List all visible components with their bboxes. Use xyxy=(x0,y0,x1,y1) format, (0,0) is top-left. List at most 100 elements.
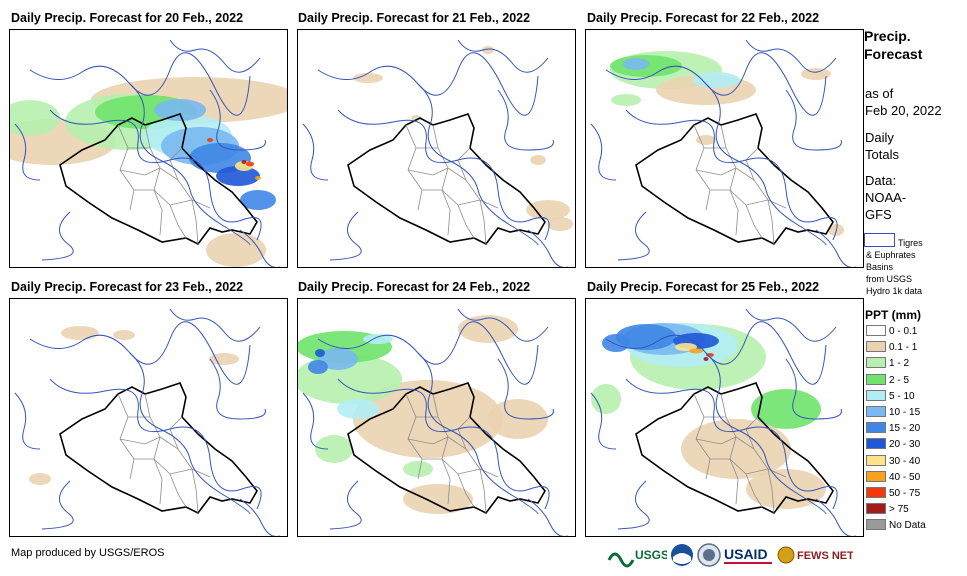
basin-line: & Euphrates xyxy=(866,250,916,260)
country-border xyxy=(59,382,258,515)
panel-title: Daily Precip. Forecast for 25 Feb., 2022 xyxy=(587,280,820,294)
basin-line xyxy=(605,321,827,385)
province-boundary xyxy=(720,124,739,236)
precip-fields xyxy=(353,46,573,231)
basin-line xyxy=(617,211,650,261)
precip-map xyxy=(302,39,573,267)
precip-area xyxy=(611,94,641,106)
precip-area xyxy=(616,324,676,350)
basin-line xyxy=(209,358,266,420)
precip-area xyxy=(488,399,548,439)
basin-line xyxy=(705,83,827,246)
ppt-swatch xyxy=(866,438,886,450)
province-boundary xyxy=(159,167,211,209)
basin-line: Hydro 1k data xyxy=(866,286,923,296)
precip-area xyxy=(154,99,206,121)
province-boundary xyxy=(479,199,487,245)
precip-area xyxy=(353,73,383,83)
country-border xyxy=(635,113,834,246)
province-boundary xyxy=(745,204,763,239)
basin-legend-text: Tigres & Euphrates Basins from USGS Hydr… xyxy=(866,237,966,297)
map-panel-feb-22 xyxy=(585,29,864,268)
ppt-legend-row: 1 - 2 xyxy=(866,357,909,370)
basin-line xyxy=(745,308,837,342)
precip-map xyxy=(590,39,856,267)
ppt-legend-row: 0 - 0.1 xyxy=(866,325,917,338)
daily-label: Daily xyxy=(865,130,894,145)
precip-area xyxy=(689,348,703,354)
ppt-label: 50 - 75 xyxy=(889,488,921,499)
basin-line xyxy=(815,229,856,267)
province-boundary xyxy=(432,393,451,505)
fewsnet-wordmark: FEWS NET xyxy=(777,546,853,564)
panel-title: Daily Precip. Forecast for 22 Feb., 2022 xyxy=(587,11,820,25)
precip-area xyxy=(547,217,573,231)
ppt-swatch xyxy=(866,519,886,531)
basin-line xyxy=(497,89,554,151)
ppt-legend-row: 15 - 20 xyxy=(866,422,920,435)
basin-line: from USGS xyxy=(866,274,913,284)
basin-line xyxy=(239,498,280,536)
basin-line xyxy=(705,352,827,515)
province-boundary xyxy=(745,473,763,508)
precip-area xyxy=(337,399,379,419)
ppt-legend-row: 0.1 - 1 xyxy=(866,341,917,354)
precip-area xyxy=(209,353,239,365)
country-border xyxy=(347,382,546,515)
basin-line xyxy=(317,321,539,385)
basin-line xyxy=(590,392,617,450)
province-boundary xyxy=(447,167,499,209)
ppt-legend-row: 40 - 50 xyxy=(866,470,920,484)
panel-title: Daily Precip. Forecast for 20 Feb., 2022 xyxy=(11,11,244,25)
ppt-legend-row: 20 - 30 xyxy=(866,438,920,451)
ppt-swatch xyxy=(866,357,886,369)
precip-area xyxy=(602,334,630,352)
province-boundary xyxy=(457,147,471,181)
precip-area xyxy=(10,100,60,136)
as-of-label: as of xyxy=(865,86,894,101)
province-boundary xyxy=(695,167,737,176)
precip-fields xyxy=(10,77,287,267)
ppt-swatch xyxy=(866,454,886,466)
basin-line xyxy=(239,229,280,267)
province-boundary xyxy=(432,124,451,236)
precip-fields xyxy=(610,51,844,236)
basin-line xyxy=(317,52,539,116)
map-panel-feb-20 xyxy=(9,29,288,268)
precip-map xyxy=(590,308,856,536)
basin-line xyxy=(209,89,266,151)
precip-area xyxy=(706,353,714,357)
fewsnet-logo-text: FEWS NET xyxy=(797,550,853,562)
precip-map xyxy=(14,308,280,536)
precip-area xyxy=(696,135,716,145)
usgs-logo: USGS xyxy=(607,542,667,568)
precip-area xyxy=(315,349,325,357)
data-label: Data: xyxy=(865,173,897,188)
basin-line xyxy=(14,123,41,181)
province-boundary xyxy=(720,393,739,505)
legend-title-line: Precip. xyxy=(864,28,911,44)
basin-line xyxy=(605,52,827,116)
precip-map xyxy=(298,308,568,536)
ppt-label: 0 - 0.1 xyxy=(889,326,918,337)
ppt-label: 5 - 10 xyxy=(889,390,915,402)
ppt-swatch xyxy=(866,373,886,385)
precip-area xyxy=(353,380,503,458)
basin-line xyxy=(302,392,329,450)
panel-title: Daily Precip. Forecast for 24 Feb., 2022 xyxy=(298,280,531,294)
province-boundary xyxy=(169,204,187,239)
province-boundary xyxy=(447,436,499,478)
precip-fields xyxy=(298,315,548,514)
ppt-legend-row: 30 - 40 xyxy=(866,454,920,468)
ppt-label: No Data xyxy=(889,520,926,532)
precip-area xyxy=(675,343,697,351)
basin-line xyxy=(29,52,251,116)
precip-area xyxy=(315,435,353,463)
basin-line xyxy=(590,123,617,181)
ppt-label: 15 - 20 xyxy=(889,423,921,435)
province-boundary xyxy=(745,147,759,181)
basin-line xyxy=(49,109,262,241)
data-source-line: GFS xyxy=(865,207,892,222)
province-boundary xyxy=(735,167,787,209)
ppt-swatch xyxy=(866,406,886,417)
